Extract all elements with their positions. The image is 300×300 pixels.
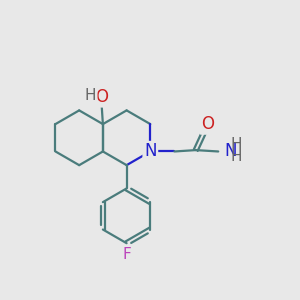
Text: F: F (122, 247, 131, 262)
Text: N: N (225, 142, 237, 160)
Text: H: H (231, 149, 242, 164)
Text: H: H (231, 137, 242, 152)
Text: O: O (201, 115, 214, 133)
Text: H: H (85, 88, 96, 103)
Text: N: N (144, 142, 157, 160)
Text: O: O (95, 88, 108, 106)
